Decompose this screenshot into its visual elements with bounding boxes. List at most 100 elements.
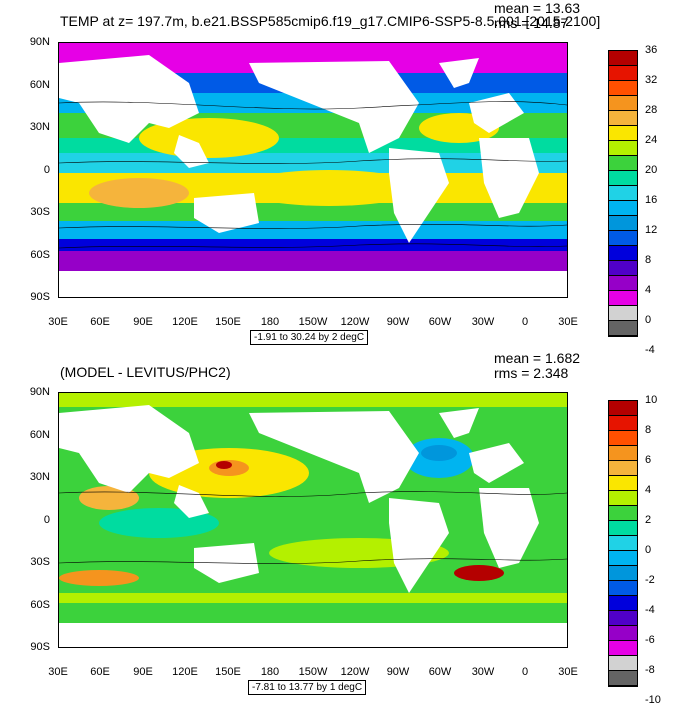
colorbar-swatch	[609, 306, 637, 321]
colorbar-swatch	[609, 231, 637, 246]
colorbar-swatch	[609, 171, 637, 186]
colorbar-swatch	[609, 216, 637, 231]
lon-label: 90W	[386, 316, 410, 328]
colorbar-swatch	[609, 416, 637, 431]
colorbar-label: 36	[645, 44, 658, 56]
colorbar-swatch	[609, 126, 637, 141]
colorbar-swatch	[609, 246, 637, 261]
lon-label: 0	[521, 316, 529, 328]
colorbar-label: 0	[645, 544, 652, 556]
lon-label: 30W	[471, 316, 495, 328]
colorbar-label: -6	[645, 634, 655, 646]
colorbar-swatch	[609, 566, 637, 581]
lon-label: 180	[260, 666, 280, 678]
colorbar-label: 12	[645, 224, 658, 236]
colorbar-label: -4	[645, 344, 655, 356]
colorbar-label: 4	[645, 284, 652, 296]
difference-map	[58, 392, 568, 648]
colorbar-swatch	[609, 611, 637, 626]
colorbar-label: 2	[645, 514, 652, 526]
colorbar-swatch	[609, 201, 637, 216]
lon-label: 30W	[471, 666, 495, 678]
colorbar-label: 10	[645, 394, 658, 406]
panel-1-title: TEMP at z= 197.7m, b.e21.BSSP585cmip6.f1…	[60, 13, 601, 29]
colorbar-swatch	[609, 671, 637, 686]
lat-label: 90S	[30, 641, 50, 653]
colorbar-swatch	[609, 491, 637, 506]
colorbar-swatch	[609, 51, 637, 66]
colorbar-swatch	[609, 81, 637, 96]
colorbar-label: 24	[645, 134, 658, 146]
lon-label: 30E	[558, 316, 578, 328]
panel-2-range-label: -7.81 to 13.77 by 1 degC	[248, 680, 367, 695]
colorbar-label: 0	[645, 314, 652, 326]
colorbar-label: 28	[645, 104, 658, 116]
colorbar-swatch	[609, 66, 637, 81]
colorbar-swatch	[609, 536, 637, 551]
lon-label: 150W	[298, 666, 328, 678]
lon-label: 60W	[428, 666, 452, 678]
lon-label: 90W	[386, 666, 410, 678]
panel-2-colorbar	[608, 400, 638, 687]
lon-label: 0	[521, 666, 529, 678]
colorbar-label: 6	[645, 454, 652, 466]
lon-label: 90E	[133, 666, 153, 678]
lon-label: 120E	[172, 666, 198, 678]
lat-label: 60S	[30, 249, 50, 261]
colorbar-swatch	[609, 461, 637, 476]
lon-label: 120W	[340, 666, 370, 678]
lon-label: 60E	[90, 666, 110, 678]
colorbar-label: -2	[645, 574, 655, 586]
colorbar-swatch	[609, 321, 637, 336]
lon-label: 150E	[215, 666, 241, 678]
temperature-map-graphic	[59, 43, 567, 297]
lon-label: 180	[260, 316, 280, 328]
colorbar-swatch	[609, 521, 637, 536]
colorbar-swatch	[609, 446, 637, 461]
lat-label: 0	[43, 514, 50, 526]
lon-label: 150W	[298, 316, 328, 328]
lon-label: 60W	[428, 316, 452, 328]
panel-1-mean: mean = 13.63	[494, 0, 581, 16]
lon-label: 120W	[340, 316, 370, 328]
panel-2-rms: rms = 2.348	[494, 365, 569, 381]
colorbar-label: 16	[645, 194, 658, 206]
colorbar-swatch	[609, 656, 637, 671]
lat-label: 90S	[30, 291, 50, 303]
lon-label: 120E	[172, 316, 198, 328]
colorbar-swatch	[609, 141, 637, 156]
temperature-map	[58, 42, 568, 298]
colorbar-swatch	[609, 641, 637, 656]
colorbar-swatch	[609, 186, 637, 201]
lat-label: 30S	[30, 556, 50, 568]
panel-1-range-label: -1.91 to 30.24 by 2 degC	[250, 330, 369, 345]
colorbar-label: 8	[645, 424, 652, 436]
colorbar-swatch	[609, 431, 637, 446]
lat-label: 90N	[29, 386, 50, 398]
panel-1-colorbar	[608, 50, 638, 337]
lon-label: 90E	[133, 316, 153, 328]
colorbar-swatch	[609, 261, 637, 276]
lon-label: 30E	[48, 316, 68, 328]
lon-label: 30E	[48, 666, 68, 678]
colorbar-label: 8	[645, 254, 652, 266]
lat-label: 30N	[29, 471, 50, 483]
colorbar-swatch	[609, 276, 637, 291]
difference-map-graphic	[59, 393, 567, 647]
lat-label: 0	[43, 164, 50, 176]
colorbar-swatch	[609, 596, 637, 611]
lat-label: 60N	[29, 79, 50, 91]
lat-label: 30N	[29, 121, 50, 133]
colorbar-swatch	[609, 401, 637, 416]
lon-label: 60E	[90, 316, 110, 328]
lat-label: 60N	[29, 429, 50, 441]
colorbar-label: -10	[645, 694, 661, 706]
colorbar-label: -4	[645, 604, 655, 616]
lon-label: 150E	[215, 316, 241, 328]
lon-label: 30E	[558, 666, 578, 678]
panel-2-title: (MODEL - LEVITUS/PHC2)	[60, 364, 231, 380]
lat-label: 30S	[30, 206, 50, 218]
colorbar-swatch	[609, 581, 637, 596]
lat-label: 60S	[30, 599, 50, 611]
colorbar-swatch	[609, 551, 637, 566]
